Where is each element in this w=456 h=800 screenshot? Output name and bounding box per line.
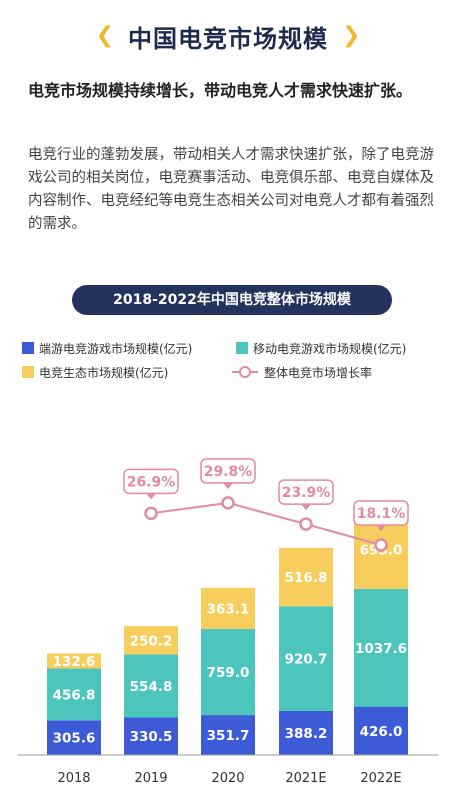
legend-label-3: 整体电竞市场增长率 [264,365,372,380]
growth-callout-pointer-1 [223,482,233,489]
growth-point-2 [299,517,313,531]
bar-0-3 [279,710,333,755]
bar-1-2 [201,628,255,716]
legend-label-1: 移动电竞游戏市场规模(亿元) [253,341,406,356]
bar-label-0-2: 351.7 [207,728,250,744]
bar-label-0-3: 388.2 [285,726,328,742]
bar-1-4 [354,588,408,707]
x-tick-2: 2020 [211,771,244,786]
x-tick-1: 2019 [134,771,167,786]
legend-label-2: 电竞生态市场规模(亿元) [39,365,168,380]
bar-0-2 [201,715,255,755]
page-header: ❮ 中国电竞市场规模 ❯ [0,14,456,58]
bar-2-3 [279,547,333,607]
bar-1-0 [47,668,101,721]
legend-swatch-0 [22,342,34,354]
growth-line [150,501,382,546]
growth-point-0 [144,506,158,521]
bar-2-2 [201,587,255,629]
growth-callout-pointer-0 [146,493,156,500]
bar-0-0 [47,720,101,755]
growth-point-1 [221,496,235,510]
growth-point-3 [374,538,388,552]
x-tick-3: 2021E [285,771,326,786]
growth-label-3: 18.1% [357,506,406,522]
bar-label-1-2: 759.0 [207,665,250,681]
legend-swatch-1 [236,342,248,354]
bar-2-0 [47,653,101,669]
growth-label-1: 29.8% [204,464,253,480]
chevron-right-icon: ❯ [342,23,361,48]
page-title: 中国电竞市场规模 [128,24,328,53]
bar-label-0-4: 426.0 [360,724,403,740]
body-paragraph: 电竞行业的蓬勃发展，带动相关人才需求快速扩张，除了电竞游戏公司的相关岗位，电竞赛… [28,147,434,232]
legend-label-0: 端游电竞游戏市场规模(亿元) [39,341,192,356]
bar-label-2-1: 250.2 [130,633,173,649]
x-tick-0: 2018 [57,771,90,786]
chart-title: 2018-2022年中国电竞整体市场规模 [72,285,392,315]
bar-1-1 [124,654,178,718]
growth-label-2: 23.9% [282,485,331,501]
bar-label-1-4: 1037.6 [355,641,407,657]
legend-swatch-2 [22,366,34,378]
bar-label-2-2: 363.1 [207,601,250,617]
bar-0-4 [354,706,408,755]
bar-label-2-3: 516.8 [285,570,328,586]
growth-label-0: 26.9% [127,474,176,490]
headline: 电竞市场规模持续增长，带动电竞人才需求快速扩张。 [28,81,413,100]
bar-2-1 [124,626,178,655]
growth-callout-pointer-2 [301,504,311,511]
bar-label-1-3: 920.7 [285,652,328,668]
stacked-bar-chart: 端游电竞游戏市场规模(亿元) 移动电竞游戏市场规模(亿元) 电竞生态市场规模(亿元)… [18,341,438,786]
chevron-left-icon: ❮ [95,23,114,48]
bar-1-3 [279,606,333,711]
growth-callout-pointer-3 [376,525,386,531]
legend-marker-3 [239,366,251,378]
bar-label-2-0: 132.6 [53,654,96,670]
bar-label-1-1: 554.8 [130,679,173,695]
bar-label-1-0: 456.8 [53,687,96,703]
bar-label-0-1: 330.5 [130,729,173,745]
bar-label-0-0: 305.6 [53,731,96,747]
bar-0-1 [124,717,178,755]
x-tick-4: 2022E [360,771,401,786]
